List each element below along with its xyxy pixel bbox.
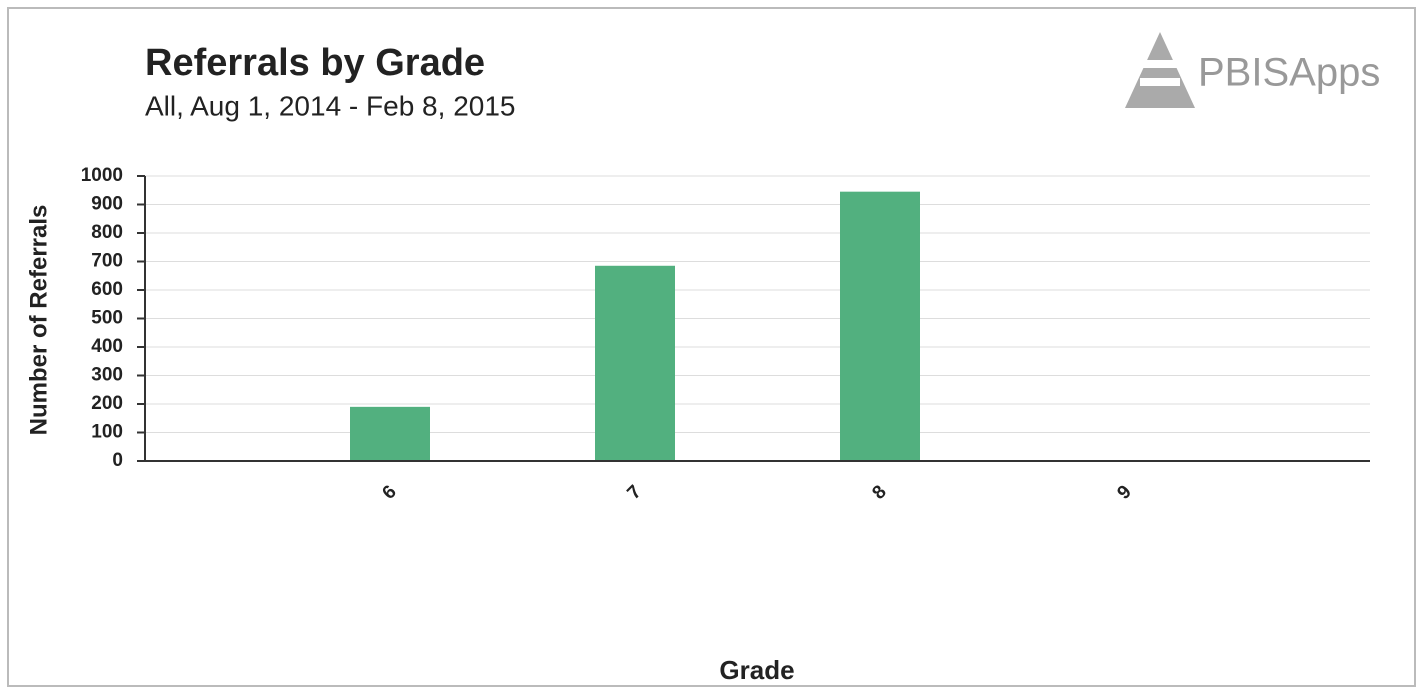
y-tick-label: 600 [91,279,123,300]
y-tick-label: 200 [91,393,123,414]
bar [595,265,675,461]
y-tick-label: 300 [91,365,123,386]
y-axis-label: Number of Referrals [25,205,52,436]
y-tick-label: 800 [91,222,123,243]
chart-subtitle: All, Aug 1, 2014 - Feb 8, 2015 [145,90,515,121]
bar [840,191,920,462]
chart-title: Referrals by Grade [145,42,485,84]
x-axis-label: Grade [719,655,794,685]
y-tick-label: 500 [91,308,123,329]
y-tick-label: 700 [91,251,123,272]
y-tick-label: 100 [91,422,123,443]
logo-text: PBISApps [1198,51,1380,95]
logo-icon [1125,32,1195,108]
y-tick-label: 0 [112,450,123,471]
y-tick-label: 900 [91,194,123,215]
y-tick-label: 400 [91,336,123,357]
y-tick-label: 1000 [81,165,123,186]
bar [350,406,430,461]
